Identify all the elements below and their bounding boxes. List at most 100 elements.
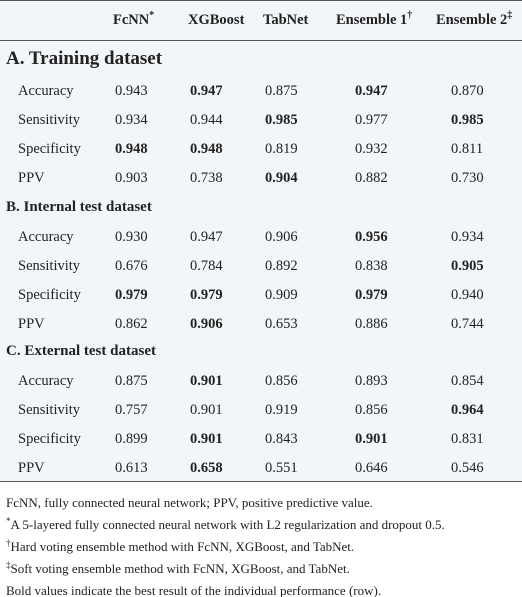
footnote: FcNN, fully connected neural network; PP… bbox=[6, 494, 373, 512]
footnote-text: Soft voting ensemble method with FcNN, X… bbox=[10, 561, 350, 576]
cell-value: 0.948 bbox=[115, 141, 148, 157]
cell-value: 0.862 bbox=[115, 316, 148, 332]
cell-value: 0.613 bbox=[115, 460, 148, 476]
cell-value: 0.784 bbox=[190, 258, 223, 274]
header-mark: ‡ bbox=[507, 10, 513, 21]
cell-value: 0.940 bbox=[451, 287, 484, 303]
cell-value: 0.811 bbox=[451, 141, 484, 157]
header-mark: * bbox=[149, 10, 155, 21]
header-text: Ensemble 2 bbox=[436, 12, 508, 28]
cell-value: 0.901 bbox=[190, 431, 223, 447]
column-header: FcNN* bbox=[113, 11, 154, 29]
header-text: Ensemble 1 bbox=[336, 12, 408, 28]
cell-value: 0.979 bbox=[115, 287, 148, 303]
cell-value: 0.944 bbox=[190, 112, 223, 128]
row-label: PPV bbox=[18, 170, 45, 186]
row-label: Sensitivity bbox=[18, 112, 81, 128]
cell-value: 0.948 bbox=[190, 141, 223, 157]
cell-value: 0.947 bbox=[190, 229, 223, 245]
cell-value: 0.730 bbox=[451, 170, 484, 186]
section-title: C. External test dataset bbox=[6, 343, 156, 359]
cell-value: 0.956 bbox=[355, 229, 388, 245]
footnote: †Hard voting ensemble method with FcNN, … bbox=[6, 538, 354, 556]
row-label: Specificity bbox=[18, 141, 81, 157]
footnote-mark: ‡ bbox=[6, 560, 11, 570]
cell-value: 0.819 bbox=[265, 141, 298, 157]
cell-value: 0.831 bbox=[451, 431, 484, 447]
cell-value: 0.943 bbox=[115, 83, 148, 99]
row-label: Sensitivity bbox=[18, 402, 81, 418]
cell-value: 0.744 bbox=[451, 316, 484, 332]
rule bbox=[0, 0, 522, 1]
cell-value: 0.653 bbox=[265, 316, 298, 332]
header-text: XGBoost bbox=[188, 12, 245, 28]
cell-value: 0.738 bbox=[190, 170, 223, 186]
cell-value: 0.977 bbox=[355, 112, 388, 128]
cell-value: 0.856 bbox=[265, 373, 298, 389]
footnote-text: FcNN, fully connected neural network; PP… bbox=[6, 495, 373, 510]
section-title: A. Training dataset bbox=[6, 48, 163, 69]
footnote: Bold values indicate the best result of … bbox=[6, 582, 381, 597]
footnote: *A 5-layered fully connected neural netw… bbox=[6, 516, 445, 534]
cell-value: 0.909 bbox=[265, 287, 298, 303]
cell-value: 0.892 bbox=[265, 258, 298, 274]
cell-value: 0.646 bbox=[355, 460, 388, 476]
cell-value: 0.905 bbox=[451, 258, 484, 274]
row-label: Specificity bbox=[18, 431, 81, 447]
cell-value: 0.964 bbox=[451, 402, 484, 418]
column-header: Ensemble 2‡ bbox=[436, 11, 512, 29]
cell-value: 0.882 bbox=[355, 170, 388, 186]
rule bbox=[0, 40, 522, 41]
cell-value: 0.906 bbox=[190, 316, 223, 332]
row-label: Sensitivity bbox=[18, 258, 81, 274]
footnote: ‡Soft voting ensemble method with FcNN, … bbox=[6, 560, 350, 578]
cell-value: 0.893 bbox=[355, 373, 388, 389]
cell-value: 0.854 bbox=[451, 373, 484, 389]
cell-value: 0.658 bbox=[190, 460, 223, 476]
cell-value: 0.947 bbox=[355, 83, 388, 99]
column-header: TabNet bbox=[263, 11, 308, 29]
cell-value: 0.919 bbox=[265, 402, 298, 418]
column-header: Ensemble 1† bbox=[336, 11, 412, 29]
cell-value: 0.875 bbox=[115, 373, 148, 389]
cell-value: 0.676 bbox=[115, 258, 148, 274]
row-label: Accuracy bbox=[18, 229, 74, 245]
footnote-mark: * bbox=[6, 516, 11, 526]
cell-value: 0.985 bbox=[265, 112, 298, 128]
cell-value: 0.932 bbox=[355, 141, 388, 157]
cell-value: 0.934 bbox=[115, 112, 148, 128]
cell-value: 0.551 bbox=[265, 460, 298, 476]
cell-value: 0.901 bbox=[190, 402, 223, 418]
footnote-text: Hard voting ensemble method with FcNN, X… bbox=[10, 539, 355, 554]
cell-value: 0.838 bbox=[355, 258, 388, 274]
cell-value: 0.979 bbox=[190, 287, 223, 303]
footnote-text: Bold values indicate the best result of … bbox=[6, 583, 382, 597]
footnote-text: A 5-layered fully connected neural netwo… bbox=[10, 517, 445, 532]
header-mark: † bbox=[407, 10, 413, 21]
row-label: PPV bbox=[18, 316, 45, 332]
cell-value: 0.870 bbox=[451, 83, 484, 99]
row-label: Accuracy bbox=[18, 373, 74, 389]
cell-value: 0.843 bbox=[265, 431, 298, 447]
section-title: B. Internal test dataset bbox=[6, 199, 152, 215]
cell-value: 0.901 bbox=[355, 431, 388, 447]
header-text: TabNet bbox=[263, 12, 309, 28]
cell-value: 0.904 bbox=[265, 170, 298, 186]
row-label: Accuracy bbox=[18, 83, 74, 99]
row-label: Specificity bbox=[18, 287, 81, 303]
rule bbox=[0, 481, 522, 482]
cell-value: 0.934 bbox=[451, 229, 484, 245]
cell-value: 0.930 bbox=[115, 229, 148, 245]
cell-value: 0.886 bbox=[355, 316, 388, 332]
cell-value: 0.546 bbox=[451, 460, 484, 476]
cell-value: 0.903 bbox=[115, 170, 148, 186]
cell-value: 0.899 bbox=[115, 431, 148, 447]
cell-value: 0.947 bbox=[190, 83, 223, 99]
cell-value: 0.856 bbox=[355, 402, 388, 418]
column-header: XGBoost bbox=[188, 11, 244, 29]
row-label: PPV bbox=[18, 460, 45, 476]
cell-value: 0.985 bbox=[451, 112, 484, 128]
cell-value: 0.979 bbox=[355, 287, 388, 303]
table bbox=[0, 0, 522, 482]
